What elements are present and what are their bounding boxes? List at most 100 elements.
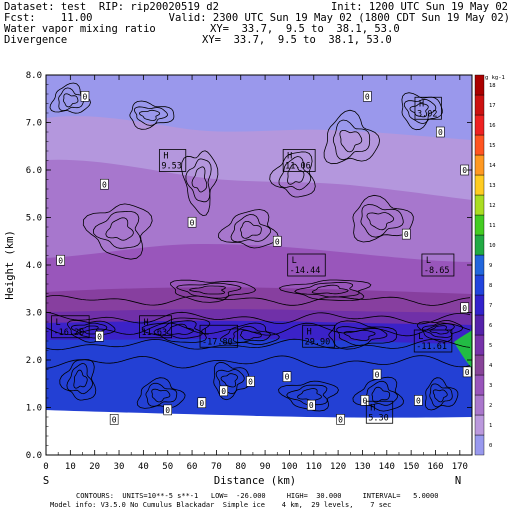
x-tick-label: 40 bbox=[138, 462, 149, 472]
divergence-contour-line bbox=[352, 376, 404, 412]
divergence-contour-line bbox=[133, 106, 169, 126]
divergence-contour-line bbox=[429, 383, 453, 408]
x-tick-label: 50 bbox=[162, 462, 173, 472]
y-tick-label: 5.0 bbox=[26, 214, 42, 224]
hilo-box bbox=[421, 253, 455, 277]
colorbar-swatch bbox=[474, 274, 485, 296]
divergence-contour-line bbox=[185, 158, 212, 203]
hilo-value: -8.65 bbox=[424, 266, 450, 276]
zero-contour-label-box bbox=[95, 330, 104, 342]
colorbar-swatch bbox=[474, 234, 485, 256]
colorbar-swatch bbox=[474, 314, 485, 336]
zero-contour-label-box bbox=[372, 368, 382, 380]
x-tick-label: 90 bbox=[260, 462, 271, 472]
colorbar-tick-label: 0 bbox=[489, 443, 492, 449]
divergence-contour-line bbox=[339, 130, 363, 153]
hilo-type: H bbox=[163, 152, 168, 162]
y-tick-label: 6.0 bbox=[26, 166, 42, 176]
zero-contour-label-box bbox=[100, 178, 109, 190]
y-tick-label: 0.0 bbox=[26, 451, 42, 461]
hilo-box bbox=[365, 400, 394, 424]
x-tick-label: 160 bbox=[427, 462, 443, 472]
colorbar-tick-label: 1 bbox=[489, 423, 492, 429]
colorbar-swatch bbox=[474, 434, 485, 456]
colorbar-tick-label: 18 bbox=[489, 83, 496, 89]
zero-contour-label-box bbox=[336, 414, 345, 425]
hilo-type: L bbox=[418, 332, 423, 342]
y-tick-label: 8.0 bbox=[26, 71, 42, 81]
divergence-contour-line bbox=[352, 194, 414, 243]
divergence-contour-line bbox=[63, 93, 79, 108]
colorbar-swatch bbox=[474, 174, 485, 196]
zero-contour-label-box bbox=[363, 91, 372, 102]
hilo-value: -16.20 bbox=[54, 328, 85, 338]
divergence-contour-line bbox=[82, 203, 153, 260]
hilo-value: -11.61 bbox=[416, 342, 447, 352]
divergence-contour-line bbox=[92, 210, 142, 249]
footer-model-info: Model info: V3.5.0 No Cumulus Blackadar … bbox=[50, 501, 392, 509]
zero-contour-label: 0 bbox=[221, 387, 226, 396]
hilo-value: 29.90 bbox=[305, 337, 331, 347]
zero-contour-label-box bbox=[56, 254, 65, 266]
zero-contour-label-box bbox=[246, 376, 255, 387]
divergence-contour-line bbox=[46, 338, 471, 351]
hilo-type: H bbox=[144, 318, 149, 328]
zero-contour-label: 0 bbox=[58, 256, 63, 265]
zero-contour-label: 0 bbox=[97, 332, 102, 341]
colorbar-tick-label: 14 bbox=[489, 163, 496, 169]
zero-contour-label: 0 bbox=[438, 128, 443, 137]
divergence-contour-line bbox=[294, 281, 360, 298]
zero-contour-label-box bbox=[219, 385, 229, 397]
divergence-contour-line bbox=[153, 320, 203, 339]
colorbar-swatch bbox=[474, 374, 485, 396]
colorbar-tick-label: 12 bbox=[489, 203, 496, 209]
header-line2-right: Valid: 2300 UTC Sun 19 May 02 (1800 CDT … bbox=[168, 12, 510, 24]
hilo-value: 9.53 bbox=[161, 162, 181, 172]
zero-contour-label: 0 bbox=[102, 180, 107, 189]
divergence-contour-line bbox=[46, 295, 471, 306]
hilo-type: H bbox=[419, 99, 424, 109]
divergence-contour-line bbox=[232, 325, 271, 343]
colorbar-tick-label: 8 bbox=[489, 283, 492, 289]
divergence-contour-line bbox=[220, 322, 280, 346]
hilo-box bbox=[51, 315, 90, 339]
moist-region-north bbox=[454, 330, 472, 368]
header-line2-left: Fcst: 11.00 bbox=[4, 12, 93, 24]
divergence-contour-line bbox=[49, 82, 91, 114]
zero-contour-label-box bbox=[282, 371, 292, 382]
x-tick-label: 140 bbox=[379, 462, 395, 472]
divergence-contour-line bbox=[141, 317, 211, 343]
header-line3-left: Water vapor mixing ratio bbox=[4, 23, 156, 35]
zero-contour-label: 0 bbox=[165, 406, 170, 415]
colorbar-swatch bbox=[474, 94, 485, 116]
colorbar-swatch bbox=[474, 114, 485, 136]
divergence-contour-line bbox=[328, 320, 398, 350]
divergence-contour-line bbox=[286, 384, 328, 406]
zero-contour-label-box bbox=[401, 228, 411, 240]
hilo-value: -17.80 bbox=[202, 337, 233, 347]
colorbar-tick-label: 17 bbox=[489, 103, 496, 109]
hilo-value: 11.06 bbox=[285, 162, 311, 172]
hilo-box bbox=[302, 324, 336, 348]
zero-contour-labels: 0 0 0 0 0 0 0 0 0 0 0 0 0 0 0 0 0 0 0 0 0 0 0 bbox=[56, 91, 472, 425]
divergence-contour-line bbox=[336, 326, 388, 346]
divergence-contour-line bbox=[366, 212, 395, 231]
x-axis-label: Distance (km) bbox=[214, 475, 296, 487]
divergence-contour-line bbox=[371, 386, 391, 403]
colorbar-tick-label: 7 bbox=[489, 303, 492, 309]
colorbar-swatch bbox=[474, 334, 485, 356]
zero-contour-label: 0 bbox=[190, 218, 195, 227]
divergence-contour-line bbox=[278, 380, 339, 412]
zero-contour-label-box bbox=[307, 399, 316, 411]
x-tick-label: 100 bbox=[281, 462, 297, 472]
colorbar-swatch bbox=[474, 254, 485, 276]
zero-contour-label: 0 bbox=[285, 373, 290, 382]
hilo-box bbox=[414, 96, 442, 120]
zero-contour-label: 0 bbox=[465, 368, 470, 377]
divergence-contour-line bbox=[175, 282, 242, 299]
y-tick-label: 1.0 bbox=[26, 404, 42, 414]
footer-contours-info: CONTOURS: UNITS=10**-5 s**-1 LOW= -26.00… bbox=[76, 492, 439, 500]
header-line4-right: XY= 33.7, 9.5 to 38.1, 53.0 bbox=[202, 34, 392, 46]
y-tick-label: 2.0 bbox=[26, 356, 42, 366]
y-axis: 0.0 1.0 2.0 3.0 4.0 5.0 6.0 7.0 8.0 bbox=[26, 71, 472, 461]
